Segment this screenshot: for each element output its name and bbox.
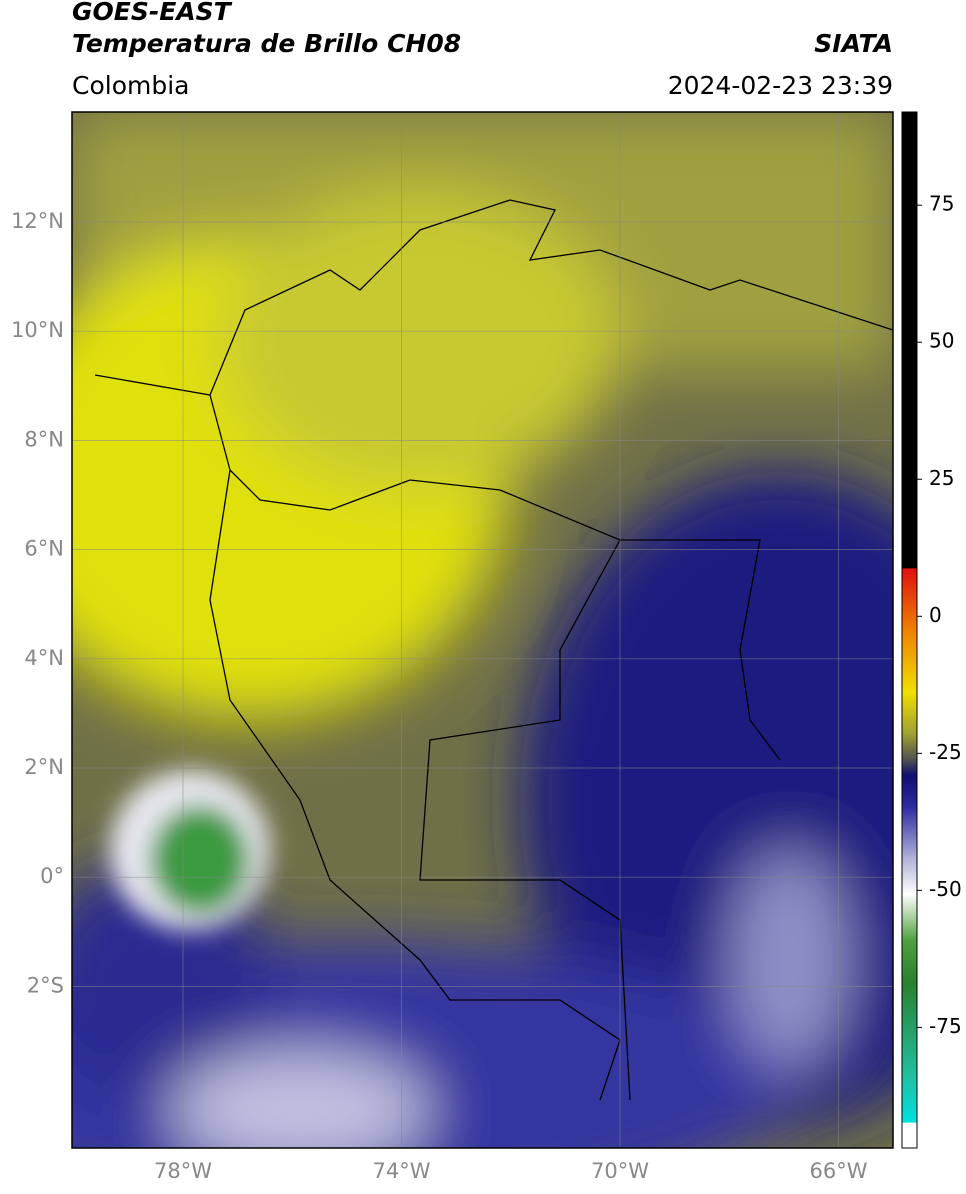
lat-tick-label: 8°N — [24, 427, 64, 451]
subtitle: Colombia — [72, 71, 189, 100]
lat-tick-label: 6°N — [24, 537, 64, 561]
lat-tick-label: 12°N — [11, 209, 64, 233]
colorbar — [901, 111, 918, 1149]
lat-tick-label: 10°N — [11, 318, 64, 342]
satellite-image — [72, 112, 893, 1148]
colorbar-tick-label: -50 — [929, 877, 962, 901]
colorbar-tick-label: 75 — [929, 192, 954, 216]
colorbar-tick-label: 50 — [929, 329, 954, 353]
map-frame — [71, 111, 894, 1149]
lon-tick-label: 78°W — [154, 1159, 212, 1183]
colorbar-tick-label: 25 — [929, 466, 954, 490]
lat-tick-label: 4°N — [24, 646, 64, 670]
title: GOES-EAST — [72, 0, 233, 26]
lon-tick-label: 70°W — [591, 1159, 649, 1183]
colorbar-tick-label: 0 — [929, 603, 942, 627]
timestamp: 2024-02-23 23:39 — [668, 71, 893, 100]
borders — [94, 199, 893, 1101]
lat-tick-label: 2°S — [27, 973, 64, 997]
source: SIATA — [814, 29, 893, 58]
lon-tick-label: 74°W — [373, 1159, 431, 1183]
title: Temperatura de Brillo CH08 — [72, 29, 461, 58]
colorbar-tick-label: -75 — [929, 1014, 962, 1038]
lat-tick-label: 0° — [40, 864, 64, 888]
lon-tick-label: 66°W — [810, 1159, 868, 1183]
lat-tick-label: 2°N — [24, 755, 64, 779]
colorbar-tick-label: -25 — [929, 740, 962, 764]
